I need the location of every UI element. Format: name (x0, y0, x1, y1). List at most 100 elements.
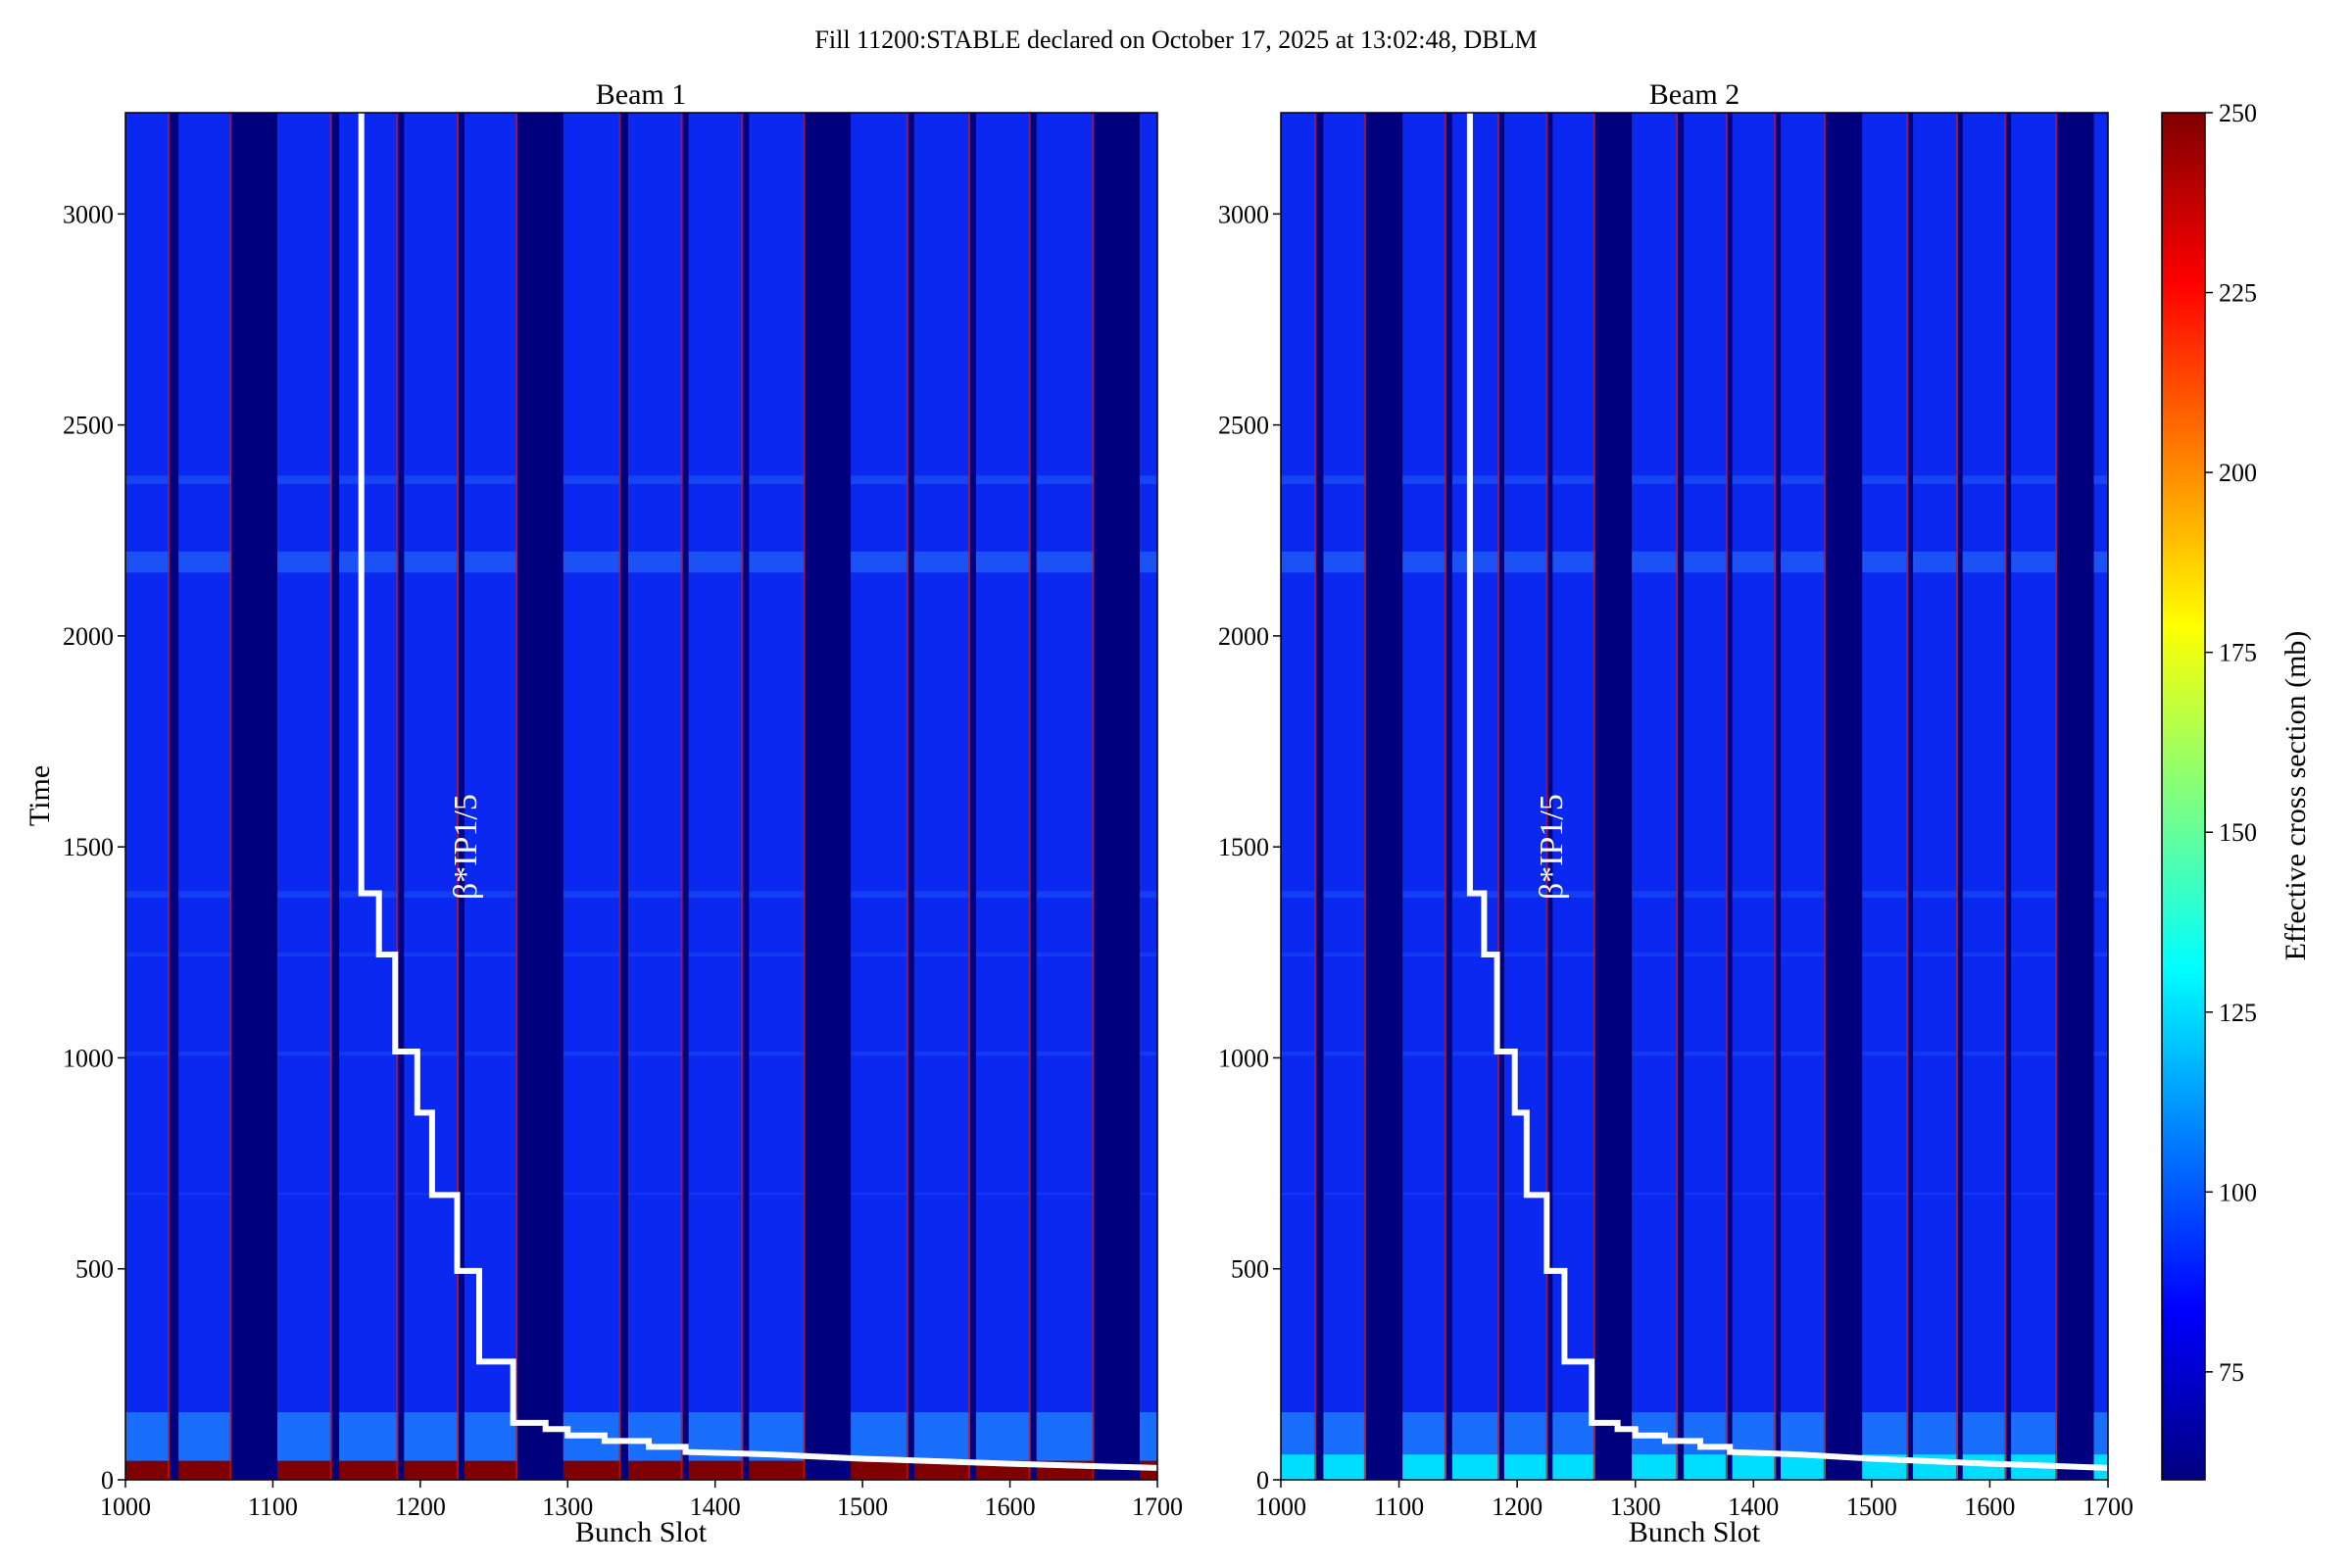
figure-title: Fill 11200:STABLE declared on October 17… (814, 25, 1538, 54)
beam2-x-axis-label: Bunch Slot (1629, 1516, 1761, 1548)
beam1-train-end-marker (329, 113, 332, 1480)
beam2-empty-gap (2057, 113, 2094, 1480)
beam2-axes-frame (1280, 112, 2109, 1481)
beam1-x-tick-label: 1500 (837, 1493, 888, 1521)
beam2-x-tick-label: 1500 (1846, 1493, 1897, 1521)
beam2-x-tick-label: 1700 (2082, 1493, 2133, 1521)
beam2-plot-area: β*IP1/5 1000 1100 1200 1300 1400 1500 1600 1700 0… (1218, 112, 2133, 1521)
beam1-low-time-value-band (125, 1460, 1157, 1480)
beam2-empty-gap (1316, 113, 1324, 1480)
beam1-y-tick-label: 1500 (63, 833, 114, 861)
beam1-heatmap-panel: Beam 1 Bunch Slot Time β*IP1/5 1000 1100 12… (24, 78, 1183, 1548)
colorbar-tick-label: 75 (2219, 1358, 2244, 1387)
beam2-train-fill (1281, 113, 2108, 1480)
beam2-texture-band (1281, 551, 2108, 573)
beam2-empty-gap (1365, 113, 1403, 1480)
beam2-train-end-marker (1725, 113, 1728, 1480)
beam1-y-tick-label: 500 (75, 1255, 114, 1284)
beam1-texture-band (125, 1051, 1157, 1056)
beam1-empty-gap (682, 113, 689, 1480)
colorbar-label: Effective cross section (mb) (2279, 631, 2312, 961)
beam2-empty-gap (2006, 113, 2012, 1480)
beam1-train-fill (125, 113, 1157, 1480)
colorbar-tick-label: 225 (2219, 279, 2257, 308)
beam1-empty-gap (620, 113, 628, 1480)
beam1-y-tick-label: 1000 (63, 1044, 114, 1072)
beam1-train-end-marker (229, 113, 232, 1480)
beam1-x-tick-label: 1100 (248, 1493, 298, 1521)
beam1-y-tick-label: 0 (101, 1466, 114, 1494)
beam1-empty-gap (1094, 113, 1140, 1480)
colorbar-tick-label: 200 (2219, 459, 2257, 487)
beam1-texture-band (125, 1193, 1157, 1196)
colorbar-tick-label: 250 (2219, 99, 2257, 127)
beam2-train-end-marker (1497, 113, 1500, 1480)
beam2-train-end-marker (1592, 113, 1595, 1480)
beam2-texture-band (1281, 1051, 2108, 1056)
beam2-empty-gap (1776, 113, 1782, 1480)
beam2-x-tick-label: 1200 (1492, 1493, 1543, 1521)
beam1-x-tick-label: 1600 (985, 1493, 1036, 1521)
beam2-beta-star-label: β*IP1/5 (1534, 794, 1570, 900)
beam2-y-tick-label: 500 (1231, 1255, 1269, 1284)
beam1-y-tick-label: 3000 (63, 200, 114, 228)
beam2-texture-band (1281, 475, 2108, 484)
colorbar-tick-label: 100 (2219, 1178, 2257, 1206)
beam2-train-end-marker (1774, 113, 1777, 1480)
colorbar-ticks: 75 100 125 150 175 200 225 250 (2205, 99, 2257, 1387)
beam2-empty-gap (1825, 113, 1863, 1480)
beam2-y-tick-label: 1000 (1218, 1044, 1269, 1072)
beam1-x-tick-label: 1400 (690, 1493, 741, 1521)
beam1-train-end-marker (680, 113, 683, 1480)
beam1-x-tick-label: 1200 (395, 1493, 446, 1521)
beam2-x-tick-label: 1000 (1255, 1493, 1306, 1521)
colorbar: Effective cross section (mb) 75 100 125 150… (2161, 99, 2312, 1481)
beam1-train-end-marker (618, 113, 621, 1480)
beam2-train-end-marker (1545, 113, 1548, 1480)
beam2-y-tick-label: 0 (1256, 1466, 1269, 1494)
beam1-y-tick-label: 2500 (63, 412, 114, 440)
beam1-plot-area: β*IP1/5 1000 1100 1200 1300 1400 1500 1600 1700 0… (63, 112, 1183, 1521)
beam1-empty-gap (170, 113, 179, 1480)
beam2-empty-gap (1678, 113, 1685, 1480)
beam2-y-tick-label: 1500 (1218, 833, 1269, 861)
beam1-axes-frame (124, 112, 1158, 1481)
beam1-train-end-marker (803, 113, 806, 1480)
beam1-empty-gap (907, 113, 914, 1480)
beam2-train-end-marker (1363, 113, 1366, 1480)
beam1-beta-star-label: β*IP1/5 (448, 794, 484, 900)
beam1-beta-star-line (358, 113, 1158, 1471)
beam2-x-tick-label: 1100 (1374, 1493, 1424, 1521)
beam2-heatmap-panel: Beam 2 Bunch Slot β*IP1/5 1000 1100 1200 130… (1218, 78, 2133, 1548)
beam2-texture-band (1281, 952, 2108, 957)
beam1-train-end-marker (906, 113, 908, 1480)
beam1-y-axis-label: Time (24, 765, 56, 826)
beam1-empty-gap (1030, 113, 1037, 1480)
beam2-train-end-marker (1314, 113, 1317, 1480)
beam2-x-tick-label: 1400 (1728, 1493, 1779, 1521)
beam2-empty-gap (1957, 113, 1963, 1480)
beam1-empty-gap (743, 113, 750, 1480)
beam2-train-end-marker (1955, 113, 1958, 1480)
beam2-train-end-marker (1676, 113, 1679, 1480)
colorbar-tick-label: 150 (2219, 818, 2257, 847)
beam2-train-end-marker (1444, 113, 1446, 1480)
beam2-y-tick-label: 2000 (1218, 622, 1269, 651)
beam1-empty-gap (231, 113, 277, 1480)
colorbar-gradient (2161, 112, 2206, 1481)
beam2-texture-band (1281, 891, 2108, 898)
beam2-beta-star-line (1466, 113, 2109, 1471)
beam1-x-tick-label: 1700 (1132, 1493, 1183, 1521)
beam2-x-tick-label: 1300 (1610, 1493, 1661, 1521)
beam2-y-tick-label: 3000 (1218, 200, 1269, 228)
beam1-texture-band (125, 475, 1157, 484)
beam1-x-tick-label: 1000 (100, 1493, 151, 1521)
beam1-train-end-marker (456, 113, 459, 1480)
beam1-train-end-marker (1092, 113, 1095, 1480)
beam2-low-time-value-band (1281, 1454, 2108, 1480)
beam1-train-end-marker (741, 113, 744, 1480)
beam2-title: Beam 2 (1649, 78, 1740, 111)
beam1-empty-gap (331, 113, 340, 1480)
beam2-texture-band (1281, 1193, 2108, 1196)
